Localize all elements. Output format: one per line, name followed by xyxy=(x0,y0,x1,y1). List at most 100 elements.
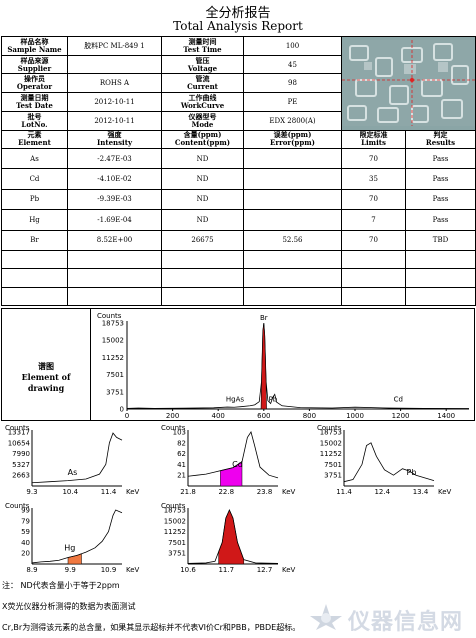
label-workcurve: 工作曲线 WorkCurve xyxy=(161,92,244,112)
y-tick-label: 20 xyxy=(21,550,30,558)
x-axis-label: KeV xyxy=(126,488,140,496)
y-axis-label: Counts xyxy=(161,424,186,432)
y-axis-label: Counts xyxy=(5,502,30,510)
value-sample-name: 胶料PC ML-849 1 xyxy=(67,36,162,56)
x-tick-label: 0 xyxy=(125,412,129,420)
y-tick-label: 2663 xyxy=(12,472,30,480)
cell-content: ND xyxy=(161,168,244,190)
x-tick-label: 12.4 xyxy=(374,488,390,496)
x-tick-label: 22.8 xyxy=(218,488,234,496)
y-tick-label: 18753 xyxy=(102,320,124,328)
y-tick-label: 7501 xyxy=(106,371,124,379)
label-operator: 操作员 Operator xyxy=(1,73,68,94)
value-supplier xyxy=(67,54,162,75)
cell-limit: 7 xyxy=(341,209,406,231)
hg-spectrum-chart: Counts KeV 20 40 59 79 99 8.9 9.9 10.9 Hg xyxy=(5,502,140,574)
cell-error xyxy=(243,147,342,170)
label-mode: 仪器型号 Mode xyxy=(161,110,244,131)
element-label: As xyxy=(68,468,78,477)
y-tick-label: 15002 xyxy=(320,439,342,447)
y-tick-label: 62 xyxy=(177,450,186,458)
value-mode: EDX 2800(A) xyxy=(243,110,342,131)
main-spectrum-frame: Counts 3751 7501 11252 15002 18753 0 0 200 400 600… xyxy=(90,309,475,420)
cell-result: Pass xyxy=(405,188,476,211)
x-tick-label: 200 xyxy=(166,412,179,420)
cell-intensity: 8.52E+00 xyxy=(67,229,162,252)
empty-row xyxy=(1,250,476,270)
value-voltage: 45 xyxy=(243,54,342,75)
x-tick-label: 10.9 xyxy=(101,566,117,574)
x-tick-label: 11.4 xyxy=(336,488,352,496)
y-tick-label: 3751 xyxy=(168,550,186,558)
y-tick-label: 40 xyxy=(21,539,30,547)
cell-error: 52.56 xyxy=(243,229,342,252)
y-tick-label: 3751 xyxy=(106,388,124,396)
x-tick-label: 13.4 xyxy=(413,488,429,496)
y-tick-label: 99 xyxy=(21,507,30,515)
empty-row xyxy=(1,268,476,288)
label-current: 管流 Current xyxy=(161,73,244,94)
value-workcurve: PE xyxy=(243,92,342,112)
cell-result: Pass xyxy=(405,147,476,170)
y-tick-label: 15002 xyxy=(102,337,124,345)
x-tick-label: 1400 xyxy=(437,412,455,420)
x-tick-label: 8.9 xyxy=(26,566,37,574)
y-tick-label: 18753 xyxy=(164,507,186,515)
y-tick-label: 18753 xyxy=(320,429,342,437)
roi-fill xyxy=(218,509,245,565)
br-peak-fill xyxy=(260,322,267,410)
x-tick-label: 23.8 xyxy=(257,488,273,496)
x-tick-label: 1200 xyxy=(392,412,410,420)
x-tick-label: 600 xyxy=(257,412,270,420)
cell-element: Hg xyxy=(1,209,68,231)
roi-fill xyxy=(67,553,82,565)
x-tick-label: 400 xyxy=(212,412,225,420)
cell-result: Pass xyxy=(405,168,476,190)
y-axis-label: Counts xyxy=(317,424,342,432)
y-tick-label: 11252 xyxy=(164,528,186,536)
col-header-content: 含量(ppm) Content(ppm) xyxy=(161,129,244,149)
y-tick-label: 103 xyxy=(173,429,186,437)
y-tick-label: 10654 xyxy=(8,439,31,447)
cell-intensity: -1.69E-04 xyxy=(67,209,162,231)
col-header-error: 误差(ppm) Error(ppm) xyxy=(243,129,342,149)
x-tick-label: 10.6 xyxy=(180,566,196,574)
cell-intensity: -9.39E-03 xyxy=(67,188,162,211)
report-title-en: Total Analysis Report xyxy=(173,19,303,33)
peak-label-as: As xyxy=(236,395,245,403)
value-test-date: 2012-10-11 xyxy=(67,92,162,112)
element-label: Cd xyxy=(232,460,243,469)
spectrum-section: 谱图 Element of drawing Counts 3751 7501 1125… xyxy=(1,308,475,421)
peak-label-hg: Hg xyxy=(226,395,236,403)
y-tick-label: 7501 xyxy=(168,539,186,547)
x-axis-label: KeV xyxy=(282,488,296,496)
y-tick-label: 41 xyxy=(177,461,186,469)
y-tick-label: 5327 xyxy=(12,461,30,469)
cell-element: As xyxy=(1,147,68,170)
col-header-element: 元素 Element xyxy=(1,129,68,149)
x-tick-label: 1000 xyxy=(346,412,364,420)
value-operator: ROHS A xyxy=(67,73,162,94)
cell-error xyxy=(243,209,342,231)
y-tick-label: 3751 xyxy=(324,472,342,480)
x-tick-label: 11.4 xyxy=(101,488,117,496)
x-tick-label: 800 xyxy=(303,412,316,420)
x-tick-label: 9.9 xyxy=(65,566,76,574)
cell-limit: 70 xyxy=(341,147,406,170)
y-tick-label: 11252 xyxy=(320,450,342,458)
spectrum-line xyxy=(187,509,279,564)
col-header-intensity: 强度 Intensity xyxy=(67,129,162,149)
y-tick-label: 15002 xyxy=(164,517,186,525)
report-title-cn: 全分析报告 xyxy=(205,6,271,21)
cell-error xyxy=(243,188,342,211)
spectrum-label: 谱图 Element of drawing xyxy=(21,361,71,393)
empty-row xyxy=(1,286,476,307)
cell-intensity: -2.47E-03 xyxy=(67,147,162,170)
peak-label-cd: Cd xyxy=(394,395,403,403)
label-supplier: 样品来源 Supplier xyxy=(1,54,68,75)
cell-content: ND xyxy=(161,209,244,231)
value-lotno: 2012-10-11 xyxy=(67,110,162,131)
y-tick-label: 21 xyxy=(177,472,186,480)
x-tick-label: 9.3 xyxy=(26,488,37,496)
x-axis-label: KeV xyxy=(282,566,296,574)
